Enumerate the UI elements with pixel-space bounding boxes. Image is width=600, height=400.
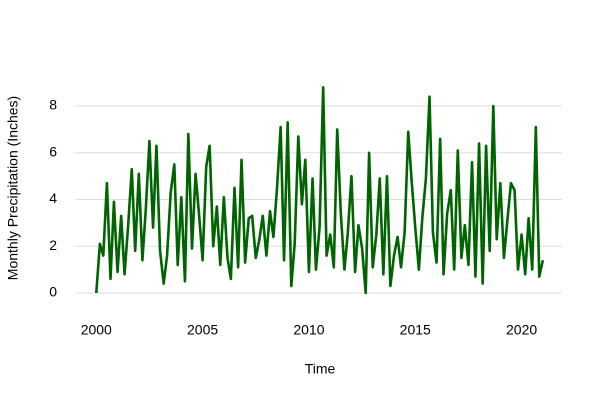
y-tick-label: 0 [49, 284, 57, 300]
x-tick-label: 2000 [81, 322, 112, 338]
y-axis-label: Monthly Precipitation (Inches) [5, 96, 21, 280]
data-line [94, 86, 545, 295]
x-tick-label: 2010 [293, 322, 324, 338]
y-tick-label: 4 [49, 190, 57, 206]
x-tick-label: 2015 [400, 322, 431, 338]
y-tick-label: 6 [49, 143, 57, 159]
x-tick-label: 2005 [187, 322, 218, 338]
x-tick-label: 2020 [506, 322, 537, 338]
y-tick-label: 2 [49, 237, 57, 253]
y-tick-label: 8 [49, 97, 57, 113]
x-axis-label: Time [305, 361, 336, 377]
